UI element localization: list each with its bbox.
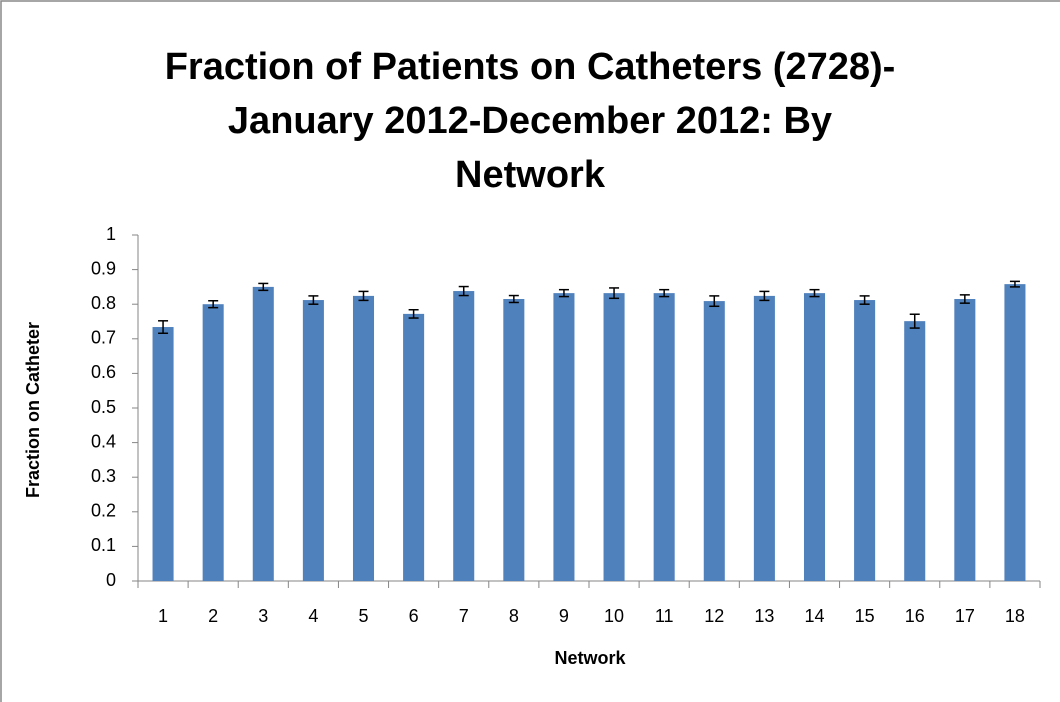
y-tick-label: 0.4: [91, 431, 116, 451]
bar: [954, 299, 976, 581]
bar: [753, 295, 775, 581]
error-bar: [859, 295, 870, 305]
x-tick-label: 4: [308, 606, 318, 626]
bar: [1004, 284, 1026, 581]
x-tick-label: 11: [655, 606, 674, 626]
y-axis-label: Fraction on Catheter: [23, 322, 43, 498]
bar: [653, 293, 675, 581]
y-tick-label: 0.9: [91, 258, 116, 278]
bar: [453, 291, 475, 581]
x-tick-label: 6: [409, 606, 419, 626]
error-bar: [759, 290, 770, 302]
error-bar: [158, 320, 169, 335]
error-bar: [208, 299, 219, 309]
error-bar: [408, 308, 419, 319]
y-tick-label: 0.7: [91, 328, 116, 348]
error-bar: [358, 290, 369, 302]
x-tick-label: 16: [905, 606, 925, 626]
chart-title: Fraction of Patients on Catheters (2728)…: [164, 46, 896, 196]
x-tick-label: 13: [754, 606, 774, 626]
bar: [854, 300, 876, 581]
y-tick-label: 0: [106, 570, 116, 590]
x-tick-label: 1: [158, 606, 168, 626]
error-bar: [308, 295, 319, 305]
y-tick-label: 0.8: [91, 293, 116, 313]
x-tick-label: 8: [509, 606, 519, 626]
x-tick-label: 15: [855, 606, 875, 626]
bar: [503, 299, 525, 581]
bar: [252, 286, 274, 581]
x-tick-label: 5: [358, 606, 368, 626]
y-tick-label: 0.5: [91, 397, 116, 417]
x-tick-label: 2: [208, 606, 218, 626]
bar: [603, 293, 625, 581]
error-bar: [709, 295, 720, 308]
bar: [202, 304, 224, 581]
bar: [152, 327, 174, 581]
error-bar: [609, 287, 620, 300]
error-bar: [458, 285, 469, 297]
x-tick-label: 3: [258, 606, 268, 626]
error-bar: [258, 282, 269, 292]
error-bar: [508, 294, 519, 304]
error-bar: [1009, 280, 1020, 288]
y-tick-label: 1: [106, 224, 116, 244]
error-bar: [659, 288, 670, 298]
bar: [302, 300, 324, 581]
y-tick-label: 0.2: [91, 501, 116, 521]
bar: [352, 295, 375, 581]
x-tick-label: 17: [955, 606, 975, 626]
y-tick-label: 0.1: [91, 535, 116, 555]
error-bar: [558, 288, 569, 298]
y-tick-label: 0.3: [91, 466, 116, 486]
bar: [403, 313, 425, 581]
x-tick-label: 9: [559, 606, 569, 626]
x-tick-label: 7: [459, 606, 469, 626]
error-bar: [909, 313, 920, 329]
error-bar: [809, 288, 820, 298]
bar: [803, 293, 826, 581]
x-tick-label: 10: [604, 606, 624, 626]
x-tick-label: 12: [704, 606, 724, 626]
x-tick-label: 14: [804, 606, 824, 626]
error-bar: [959, 294, 970, 304]
bar: [703, 301, 725, 581]
bar: [553, 293, 575, 581]
x-axis-label: Network: [554, 648, 626, 668]
y-tick-label: 0.6: [91, 362, 116, 382]
x-tick-label: 18: [1005, 606, 1025, 626]
bar: [904, 321, 926, 581]
